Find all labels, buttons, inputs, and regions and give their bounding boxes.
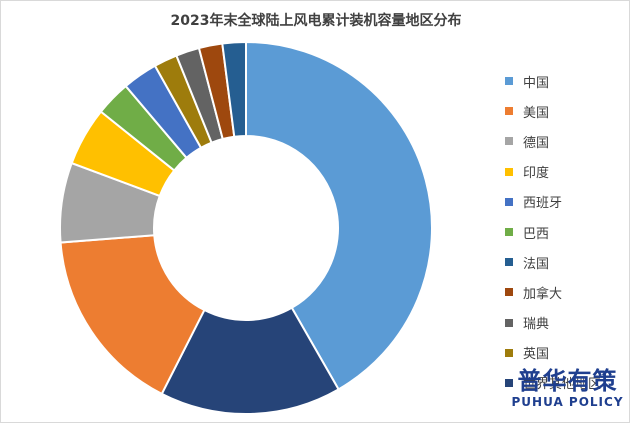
legend-swatch (505, 318, 513, 327)
legend-swatch (505, 197, 513, 206)
legend-label: 世界其他地区 (523, 377, 602, 393)
legend-label: 加拿大 (523, 286, 563, 302)
legend-swatch (505, 348, 513, 357)
slice-0 (245, 40, 433, 391)
legend-item: 西班牙 (505, 187, 630, 217)
legend-item: 加拿大 (505, 277, 630, 307)
legend-label: 巴西 (523, 226, 550, 242)
legend-item: 瑞典 (505, 308, 630, 338)
legend-label: 法国 (523, 256, 550, 272)
slice-10 (221, 40, 247, 138)
slice-1 (160, 306, 340, 415)
watermark-en: PUHUA POLICY (511, 395, 624, 409)
legend-label: 中国 (523, 75, 550, 91)
legend-item: 美国 (505, 96, 630, 126)
legend-item: 中国 (505, 66, 630, 96)
legend-item: 印度 (505, 157, 630, 187)
legend-swatch (505, 77, 513, 86)
slice-2 (59, 234, 206, 396)
legend-label: 瑞典 (523, 317, 550, 333)
legend-label: 西班牙 (523, 196, 563, 212)
legend-label: 英国 (523, 347, 550, 363)
legend-label: 印度 (523, 166, 550, 182)
legend-item: 法国 (505, 247, 630, 277)
watermark-logo: 普华有策 PUHUA POLICY (510, 368, 625, 410)
legend-label: 美国 (523, 105, 550, 121)
legend-item: 德国 (505, 126, 630, 156)
watermark-cn: 普华有策 (517, 367, 618, 395)
legend-swatch (505, 378, 513, 387)
legend-swatch (505, 288, 513, 297)
legend-swatch (505, 107, 513, 116)
legend-swatch (505, 258, 513, 267)
legend-swatch (505, 167, 513, 176)
legend-item: 巴西 (505, 217, 630, 247)
chart-legend: 中国美国德国印度西班牙巴西法国加拿大瑞典英国世界其他地区 (505, 66, 630, 398)
legend-swatch (505, 228, 513, 237)
legend-label: 德国 (523, 135, 550, 151)
legend-swatch (505, 137, 513, 146)
legend-item: 世界其他地区 (505, 368, 630, 398)
legend-item: 英国 (505, 338, 630, 368)
chart-title: 2023年末全球陆上风电累计装机容量地区分布 (170, 13, 462, 29)
